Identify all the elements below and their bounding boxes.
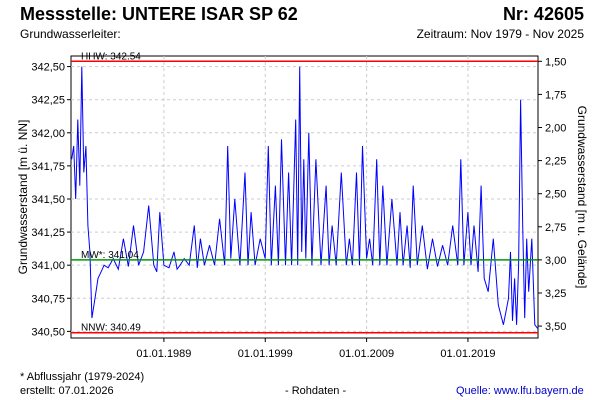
footnote-hydrological-year: * Abflussjahr (1979-2024) — [20, 371, 145, 383]
y-tick-label-left: 341,50 — [31, 194, 65, 206]
x-tick-label: 01.01.1989 — [136, 348, 191, 360]
mw-label: MW*: 341.04 — [81, 250, 139, 261]
y-tick-label-right: 2,75 — [545, 222, 566, 234]
x-tick-label: 01.01.2009 — [339, 348, 394, 360]
y-tick-label-left: 340,50 — [31, 326, 65, 338]
rawdata-label: - Rohdaten - — [285, 385, 347, 397]
y-axis-title-right: Grundwasserstand [m u. Gelände] — [575, 106, 589, 289]
y-tick-label-left: 342,00 — [31, 128, 65, 140]
y-axis-title-left: Grundwasserstand [m ü. NN] — [16, 120, 30, 275]
y-tick-label-left: 342,50 — [31, 62, 65, 74]
aquifer-label: Grundwasserleiter: — [20, 27, 121, 41]
y-tick-label-left: 342,25 — [31, 95, 65, 107]
y-tick-label-left: 341,75 — [31, 161, 65, 173]
x-tick-label: 01.01.1999 — [238, 348, 293, 360]
created-date: erstellt: 07.01.2026 — [20, 385, 114, 397]
nnw-label: NNW: 340.49 — [81, 323, 141, 334]
y-tick-label-left: 340,75 — [31, 293, 65, 305]
station-title: Messstelle: UNTERE ISAR SP 62 — [20, 4, 298, 24]
y-tick-label-right: 3,25 — [545, 288, 566, 300]
station-number: Nr: 42605 — [502, 4, 584, 24]
period-label: Zeitraum: Nov 1979 - Nov 2025 — [416, 27, 584, 41]
x-tick-label: 01.01.2019 — [440, 348, 495, 360]
y-tick-label-right: 3,00 — [545, 255, 566, 267]
y-tick-label-right: 2,00 — [545, 122, 566, 134]
y-tick-label-right: 2,25 — [545, 156, 566, 168]
y-tick-label-right: 2,50 — [545, 189, 566, 201]
y-tick-label-left: 341,25 — [31, 227, 65, 239]
y-tick-label-right: 1,75 — [545, 89, 566, 101]
source-link[interactable]: Quelle: www.lfu.bayern.de — [456, 385, 584, 397]
y-tick-label-right: 3,50 — [545, 321, 566, 333]
hhw-label: HHW: 342.54 — [81, 51, 141, 62]
groundwater-series-line — [71, 66, 539, 330]
y-tick-label-right: 1,50 — [545, 56, 566, 68]
y-tick-label-left: 341,00 — [31, 260, 65, 272]
